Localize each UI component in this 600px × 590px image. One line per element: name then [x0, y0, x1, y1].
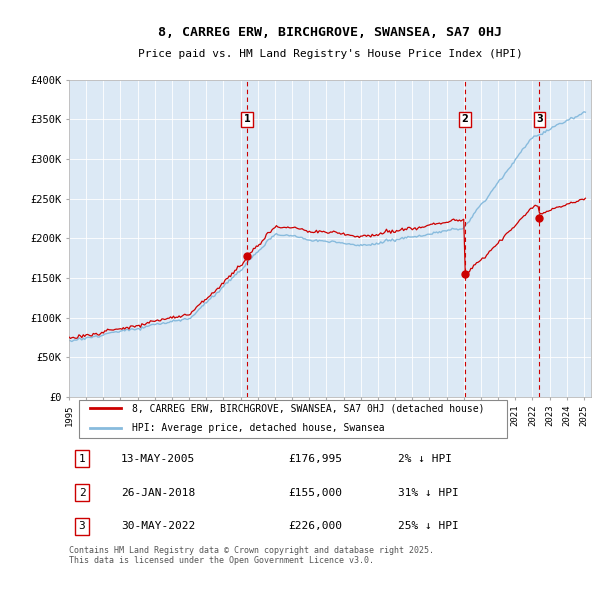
- Text: 8, CARREG ERW, BIRCHGROVE, SWANSEA, SA7 0HJ (detached house): 8, CARREG ERW, BIRCHGROVE, SWANSEA, SA7 …: [131, 404, 484, 414]
- Text: 8, CARREG ERW, BIRCHGROVE, SWANSEA, SA7 0HJ: 8, CARREG ERW, BIRCHGROVE, SWANSEA, SA7 …: [158, 26, 502, 39]
- Text: Price paid vs. HM Land Registry's House Price Index (HPI): Price paid vs. HM Land Registry's House …: [137, 50, 523, 59]
- Text: 1: 1: [79, 454, 85, 464]
- Text: 2: 2: [79, 488, 85, 497]
- Text: 25% ↓ HPI: 25% ↓ HPI: [398, 522, 458, 532]
- Text: £176,995: £176,995: [288, 454, 342, 464]
- Text: 13-MAY-2005: 13-MAY-2005: [121, 454, 196, 464]
- Text: 2: 2: [461, 114, 469, 124]
- Text: HPI: Average price, detached house, Swansea: HPI: Average price, detached house, Swan…: [131, 423, 384, 433]
- FancyBboxPatch shape: [79, 400, 508, 438]
- Text: £226,000: £226,000: [288, 522, 342, 532]
- Text: 31% ↓ HPI: 31% ↓ HPI: [398, 488, 458, 497]
- Text: £155,000: £155,000: [288, 488, 342, 497]
- Text: 1: 1: [244, 114, 250, 124]
- Text: 2% ↓ HPI: 2% ↓ HPI: [398, 454, 452, 464]
- Text: 3: 3: [536, 114, 543, 124]
- Text: 3: 3: [79, 522, 85, 532]
- Text: Contains HM Land Registry data © Crown copyright and database right 2025.
This d: Contains HM Land Registry data © Crown c…: [69, 546, 434, 565]
- Text: 30-MAY-2022: 30-MAY-2022: [121, 522, 196, 532]
- Text: 26-JAN-2018: 26-JAN-2018: [121, 488, 196, 497]
